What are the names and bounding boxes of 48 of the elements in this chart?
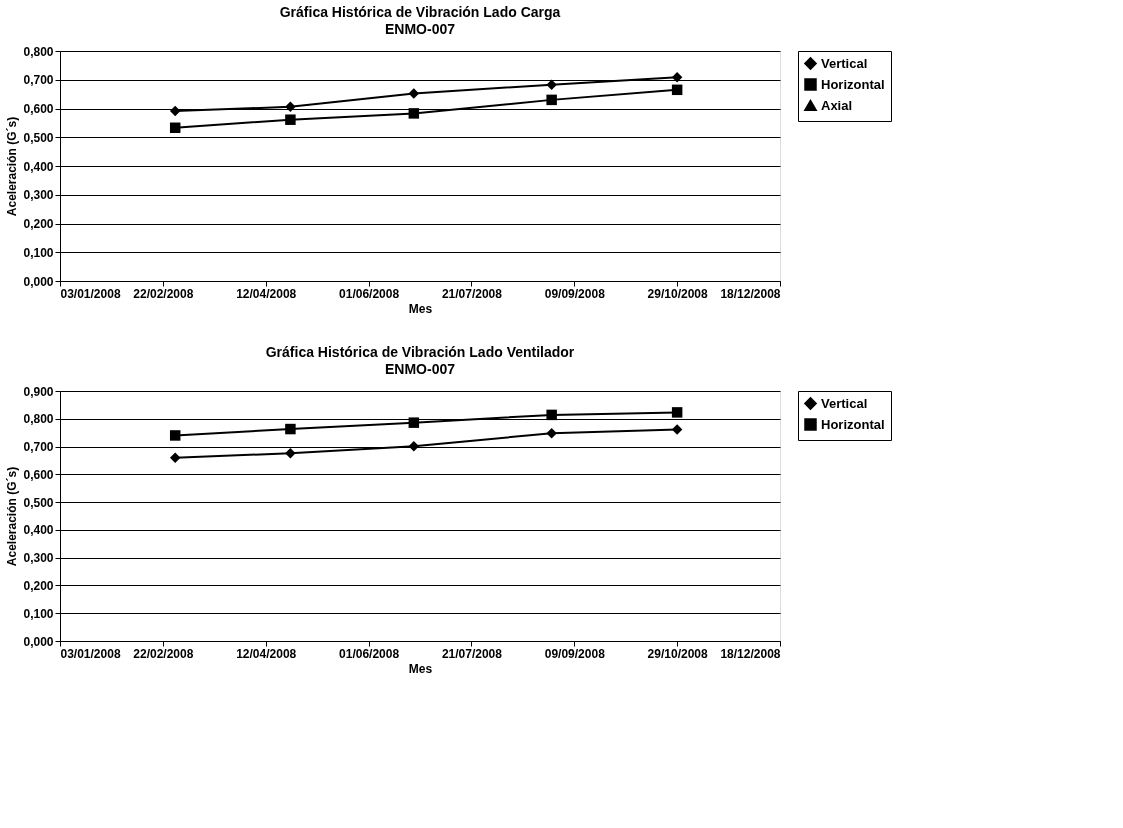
chart-subtitle: ENMO-007 xyxy=(384,21,456,37)
y-tick-label: 0,100 xyxy=(23,606,54,621)
y-tick-label: 0,700 xyxy=(23,73,54,88)
y-axis-title: Aceleración (G´s) xyxy=(5,116,20,217)
y-tick-label: 0,300 xyxy=(23,551,54,566)
y-tick-label: 0,600 xyxy=(23,467,54,482)
x-tick-label: 22/02/2008 xyxy=(133,286,194,301)
x-axis-title: Mes xyxy=(408,301,433,316)
x-tick-label: 01/06/2008 xyxy=(339,646,400,661)
y-tick-label: 0,400 xyxy=(23,159,54,174)
x-tick-label: 12/04/2008 xyxy=(236,286,297,301)
y-tick-label: 0,400 xyxy=(23,523,54,538)
x-tick-label: 21/07/2008 xyxy=(441,286,503,301)
y-tick-label: 0,200 xyxy=(23,578,54,593)
x-tick-label: 12/04/2008 xyxy=(236,646,297,661)
x-tick-label: 29/10/2008 xyxy=(647,286,708,301)
y-tick-label: 0,700 xyxy=(23,440,54,455)
x-tick-label: 18/12/2008 xyxy=(720,286,781,301)
x-tick-label: 09/09/2008 xyxy=(544,646,606,661)
legend-label: Vertical xyxy=(821,55,868,71)
chart-subtitle: ENMO-007 xyxy=(384,361,456,377)
legend-label: Horizontal xyxy=(821,416,885,432)
y-axis-title: Aceleración (G´s) xyxy=(5,466,20,567)
y-tick-label: 0,800 xyxy=(23,44,54,59)
x-axis-title: Mes xyxy=(408,661,433,676)
y-tick-label: 0,500 xyxy=(23,130,54,145)
legend-label: Vertical xyxy=(821,395,868,411)
y-tick-label: 0,100 xyxy=(23,245,54,260)
legend-label: Axial xyxy=(821,97,853,113)
legend-label: Horizontal xyxy=(821,76,885,92)
x-tick-label: 09/09/2008 xyxy=(544,286,606,301)
x-tick-label: 03/01/2008 xyxy=(60,286,121,301)
y-tick-label: 0,300 xyxy=(23,188,54,203)
y-tick-label: 0,000 xyxy=(23,634,54,649)
y-tick-label: 0,000 xyxy=(23,274,54,289)
y-tick-label: 0,500 xyxy=(23,495,54,510)
y-tick-label: 0,600 xyxy=(23,102,54,116)
y-tick-label: 0,200 xyxy=(23,217,54,231)
x-tick-label: 18/12/2008 xyxy=(720,646,781,661)
x-tick-label: 21/07/2008 xyxy=(441,646,503,661)
x-tick-label: 29/10/2008 xyxy=(647,646,708,661)
y-tick-label: 0,800 xyxy=(23,412,54,427)
x-tick-label: 03/01/2008 xyxy=(60,646,121,661)
y-tick-label: 0,900 xyxy=(23,384,54,399)
x-tick-label: 22/02/2008 xyxy=(133,646,194,661)
chart-title: Gráfica Histórica de Vibración Lado Ventilador xyxy=(265,344,575,360)
x-tick-label: 01/06/2008 xyxy=(339,286,400,301)
chart-title: Gráfica Histórica de Vibración Lado Carga xyxy=(279,4,561,20)
